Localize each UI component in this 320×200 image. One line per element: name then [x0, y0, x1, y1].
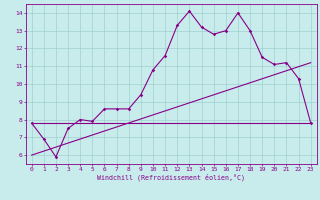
- X-axis label: Windchill (Refroidissement éolien,°C): Windchill (Refroidissement éolien,°C): [97, 173, 245, 181]
